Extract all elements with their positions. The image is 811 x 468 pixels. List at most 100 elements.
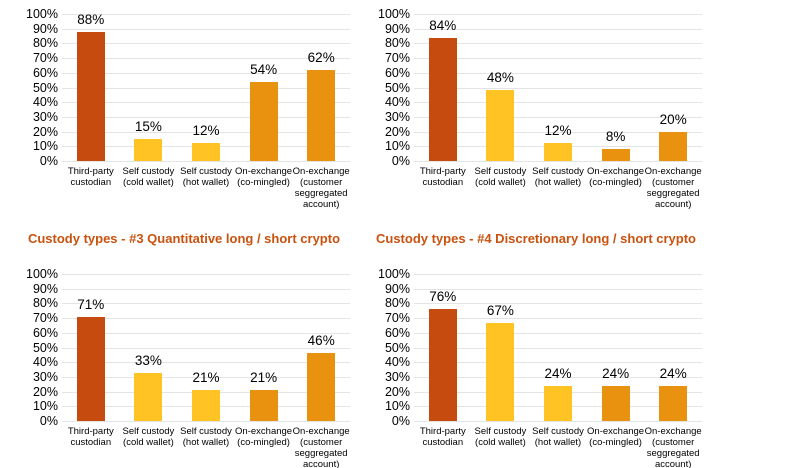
y-axis-tick-label: 30% (32, 369, 58, 384)
x-axis-category-line: (hot wallet) (534, 177, 582, 188)
x-axis-category-line: On-exchange (644, 426, 702, 437)
bar-value-label: 46% (307, 333, 335, 349)
bar-value-label: 21% (250, 370, 278, 386)
x-axis-category-line: On-exchange (587, 426, 645, 437)
x-axis-category-label: Self custody (cold wallet) (472, 166, 530, 210)
chart-3-y-axis: 0% 10% 20% 30% 40% 50% 60% 70% 80% 90% 100% (16, 267, 58, 428)
x-axis-category-label: On-exchange (co-mingled) (235, 166, 293, 210)
x-axis-category-line: Third-party (419, 166, 466, 177)
y-axis-tick-label: 70% (384, 51, 410, 66)
gridline (62, 332, 350, 334)
x-axis-category-line: account) (654, 199, 692, 210)
x-axis-category-line: (hot wallet) (534, 437, 582, 448)
y-axis-tick-label: 40% (32, 355, 58, 370)
chart-4-title: Custody types - #4 Discretionary long / … (375, 230, 696, 246)
x-axis-category-line: (co-mingled) (237, 437, 290, 448)
chart-3-plot: 71% 33% 21% 21% 46% (62, 274, 350, 422)
y-axis-tick-label: 50% (384, 80, 410, 95)
x-axis-category-line: seggregated (646, 188, 700, 199)
x-axis-category-line: custodian (422, 437, 464, 448)
y-axis-tick-label: 0% (39, 154, 58, 168)
x-axis-category-line: Self custody (122, 426, 175, 437)
gridline (62, 376, 350, 378)
x-axis-category-line: (co-mingled) (589, 177, 642, 188)
y-axis-tick-label: 40% (32, 95, 58, 110)
gridline (62, 161, 350, 162)
chart-1-plot: 88% 15% 12% 54% 62% (62, 11, 350, 162)
y-axis-tick-label: 30% (384, 369, 410, 384)
bar-value-label: 88% (77, 11, 105, 27)
y-axis-tick-label: 80% (32, 296, 58, 311)
bar-on-exchange-customer-seggregated-account (307, 69, 336, 161)
gridline (414, 303, 702, 305)
gridline (62, 421, 350, 422)
y-axis-tick-label: 60% (384, 65, 410, 80)
bar-chart-3-quantitative-long-short: Custody types - #3 Quantitative long / s… (16, 216, 352, 468)
y-axis-tick-label: 10% (32, 399, 58, 414)
y-axis-tick-label: 60% (32, 325, 58, 340)
gridline (62, 362, 350, 364)
x-axis-category-line: (customer (300, 437, 343, 448)
chart-1-y-axis: 0% 10% 20% 30% 40% 50% 60% 70% 80% 90% 100% (16, 7, 58, 168)
x-axis-category-line: (hot wallet) (182, 437, 230, 448)
y-axis-tick-label: 20% (32, 384, 58, 399)
gridline (414, 131, 702, 133)
y-axis-tick-label: 80% (384, 36, 410, 51)
gridline (414, 161, 702, 162)
chart-4-x-axis: Third-party custodian Self custody (cold wa… (414, 421, 702, 468)
x-axis-category-line: (cold wallet) (123, 437, 174, 448)
gridline (62, 43, 350, 45)
y-axis-tick-label: 10% (32, 139, 58, 154)
y-axis-tick-label: 0% (391, 414, 410, 428)
chart-2-plot: 84% 48% 12% 8% 20% (414, 14, 702, 162)
y-axis-tick-label: 100% (26, 267, 58, 281)
x-axis-category-line: On-exchange (235, 426, 293, 437)
gridline (414, 28, 702, 30)
bar-value-label: 24% (544, 365, 572, 381)
gridline (414, 421, 702, 422)
chart-2-y-axis: 0% 10% 20% 30% 40% 50% 60% 70% 80% 90% 100% (368, 7, 410, 168)
x-axis-category-line: account) (654, 459, 692, 468)
bar-on-exchange-customer-seggregated-account (307, 353, 336, 421)
chart-3-x-axis: Third-party custodian Self custody (cold wa… (62, 421, 350, 468)
bar-on-exchange-co-mingled (601, 149, 630, 161)
gridline (414, 288, 702, 290)
bar-value-label: 76% (429, 289, 457, 305)
y-axis-tick-label: 30% (384, 109, 410, 124)
y-axis-tick-label: 90% (384, 281, 410, 296)
gridline (62, 102, 350, 104)
x-axis-category-line: seggregated (646, 448, 700, 459)
y-axis-tick-label: 70% (32, 51, 58, 66)
bar-third-party-custodian (76, 316, 105, 421)
x-axis-category-line: Self custody (532, 426, 584, 437)
bar-value-label: 12% (544, 123, 572, 139)
y-axis-tick-label: 50% (384, 340, 410, 355)
gridline (62, 303, 350, 305)
x-axis-category-label: Self custody (hot wallet) (529, 426, 587, 468)
bar-self-custody-cold-wallet (486, 322, 515, 421)
x-axis-category-label: On-exchange (co-mingled) (235, 426, 293, 468)
y-axis-tick-label: 60% (384, 325, 410, 340)
x-axis-category-label: On-exchange (customer seggregated account) (644, 166, 702, 210)
y-axis-tick-label: 0% (391, 154, 410, 168)
chart-2-plot-area: 0% 10% 20% 30% 40% 50% 60% 70% 80% 90% 100% 84% 48%… (368, 0, 704, 168)
x-axis-category-line: Self custody (122, 166, 175, 177)
x-axis-category-label: Third-party custodian (414, 426, 472, 468)
chart-4-y-axis: 0% 10% 20% 30% 40% 50% 60% 70% 80% 90% 100% (368, 267, 410, 428)
y-axis-tick-label: 40% (384, 355, 410, 370)
x-axis-category-line: custodian (422, 177, 464, 188)
gridline (414, 362, 702, 364)
gridline (414, 87, 702, 89)
x-axis-category-line: (co-mingled) (589, 437, 642, 448)
x-axis-category-line: Self custody (474, 426, 527, 437)
chart-4-plot-area: 0% 10% 20% 30% 40% 50% 60% 70% 80% 90% 100% 76% 67%… (368, 260, 704, 428)
y-axis-tick-label: 0% (39, 414, 58, 428)
x-axis-category-line: Third-party (67, 426, 114, 437)
bar-value-label: 24% (602, 365, 630, 381)
x-axis-category-line: On-exchange (587, 166, 645, 177)
y-axis-tick-label: 10% (384, 399, 410, 414)
bar-on-exchange-co-mingled (249, 390, 278, 421)
bar-chart-4-discretionary-long-short: Custody types - #4 Discretionary long / … (368, 216, 704, 468)
y-axis-tick-label: 90% (32, 21, 58, 36)
